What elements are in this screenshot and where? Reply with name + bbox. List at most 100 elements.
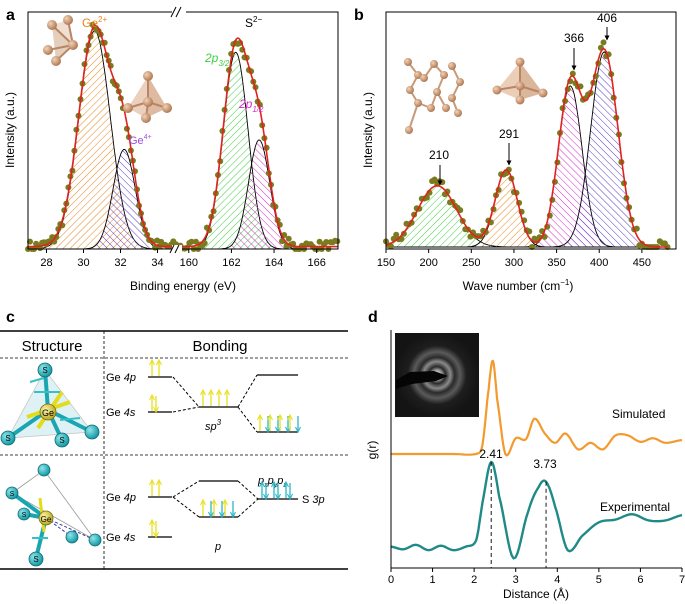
- electron-up-arrowhead: [208, 388, 214, 396]
- electron-up-arrowhead: [277, 413, 283, 421]
- svg-text:Ge: Ge: [41, 515, 52, 524]
- electron-up-arrowhead: [222, 498, 228, 506]
- annotation-s2minus: S2−: [245, 15, 262, 30]
- x-tick-label: 7: [679, 574, 685, 586]
- data-point: [600, 39, 607, 46]
- electron-up-arrowhead: [200, 388, 206, 396]
- annotation-ge2plus: Ge2+: [82, 15, 107, 30]
- x-tick-label: 300: [505, 257, 523, 269]
- s-3p-label: S 3p: [302, 494, 325, 506]
- electron-up-arrowhead: [149, 358, 155, 366]
- panel-c-label: c: [6, 309, 15, 326]
- electron-up-arrowhead: [216, 388, 222, 396]
- electron-up-arrowhead: [271, 480, 277, 488]
- fit-envelope: [176, 37, 338, 248]
- x-tick-label: 200: [419, 257, 437, 269]
- electron-down-arrowhead: [208, 511, 214, 519]
- electron-up-arrowhead: [149, 518, 155, 526]
- panel-d-xlabel: Distance (Å): [503, 586, 569, 601]
- data-point: [444, 188, 451, 195]
- svg-text:366: 366: [564, 31, 584, 45]
- svg-text:S: S: [59, 436, 64, 445]
- panel-a-label: a: [6, 7, 15, 24]
- electron-down-arrowhead: [230, 511, 236, 519]
- x-tick-label: 164: [265, 257, 283, 269]
- electron-up-arrowhead: [149, 393, 155, 401]
- x-tick-label: 30: [77, 257, 89, 269]
- peak-component-2p1/2: [176, 139, 338, 250]
- sp3-label: sp3: [205, 418, 222, 433]
- electron-down-arrowhead: [153, 406, 159, 414]
- panel-b-x-ticks: 150 200 250 300 350 400 450: [377, 249, 651, 269]
- panel-b-xlabel: Wave number (cm−1): [463, 278, 574, 293]
- x-tick-label: 5: [596, 574, 602, 586]
- data-point: [285, 235, 292, 242]
- electron-up-arrowhead: [156, 478, 162, 486]
- data-point: [569, 70, 576, 77]
- data-point: [393, 231, 400, 238]
- x-tick-label: 400: [590, 257, 608, 269]
- ge-tetrahedron-structure-icon: [492, 57, 548, 105]
- peak-component-Ge2+: [28, 30, 176, 250]
- data-point: [526, 228, 533, 235]
- sp3-bonding-diagram: Ge 4p Ge 4s sp3: [106, 358, 301, 434]
- panel-d-plot: [390, 359, 683, 568]
- electron-up-arrowhead: [287, 413, 293, 421]
- x-tick-label: 34: [151, 257, 163, 269]
- panel-c: c Structure Bonding Ge S S: [0, 309, 348, 570]
- x-tick-label: 160: [180, 257, 198, 269]
- p-label: p: [214, 541, 221, 553]
- x-tick-label: 2: [471, 574, 477, 586]
- electron-down-arrowhead: [275, 493, 281, 501]
- x-tick-label: 6: [637, 574, 643, 586]
- simulated-legend: Simulated: [612, 407, 665, 421]
- ge-4s-label-2: Ge 4s: [106, 532, 136, 544]
- ge-4p-label-2: Ge 4p: [106, 492, 136, 504]
- simulated-curve: [391, 359, 683, 457]
- panel-b-plot: [383, 39, 671, 250]
- electron-down-arrowhead: [295, 426, 301, 434]
- svg-text:Ge: Ge: [42, 408, 54, 418]
- electron-down-arrowhead: [263, 493, 269, 501]
- ge-4s-label: Ge 4s: [106, 407, 136, 419]
- peak-annotation-3-73: 3.73: [533, 457, 557, 471]
- fit-envelope: [385, 47, 668, 248]
- panel-a-break-mark: [175, 6, 182, 18]
- electron-up-arrowhead: [257, 413, 263, 421]
- svg-text:S: S: [42, 366, 47, 375]
- panel-a-x-ticks: 28 30 32 34 160 162 164 166: [40, 249, 326, 269]
- electron-up-arrowhead: [267, 413, 273, 421]
- svg-text:S: S: [10, 491, 15, 498]
- x-tick-label: 250: [462, 257, 480, 269]
- electron-up-arrowhead: [149, 478, 155, 486]
- col-header-bonding: Bonding: [192, 338, 247, 355]
- x-tick-label: 32: [114, 257, 126, 269]
- data-point: [334, 238, 341, 245]
- panel-d-label: d: [368, 309, 378, 326]
- peak-label-210: 210: [429, 148, 449, 186]
- svg-text:S: S: [22, 512, 27, 519]
- beam-stopper: [396, 371, 448, 389]
- peak-annotation-2-41: 2.41: [479, 447, 503, 461]
- ges4-tetrahedron-icon: Ge S S S: [0, 362, 100, 448]
- peak-label-406: 406: [597, 11, 617, 41]
- ge-4p-label: Ge 4p: [106, 372, 136, 384]
- ge-chain-structure-icon: [404, 58, 464, 134]
- data-point: [431, 176, 438, 183]
- experimental-curve: [390, 460, 683, 560]
- x-tick-label: 1: [430, 574, 436, 586]
- electron-down-arrowhead: [219, 511, 225, 519]
- electron-up-arrowhead: [156, 358, 162, 366]
- x-tick-label: 450: [633, 257, 651, 269]
- x-tick-label: 3: [513, 574, 519, 586]
- x-tick-label: 350: [547, 257, 565, 269]
- panel-d-x-ticks: 0 1 2 3 4 5 6 7: [388, 568, 685, 586]
- svg-text:406: 406: [597, 11, 617, 25]
- p-bonding-diagram: Ge 4p Ge 4s p pxpypz S 3p: [106, 475, 325, 553]
- annotation-2p12: 2p1/2: [238, 97, 264, 114]
- svg-text:S: S: [33, 555, 38, 564]
- panel-a-break-mark: [174, 244, 180, 254]
- data-point: [457, 207, 464, 214]
- electron-down-arrowhead: [287, 493, 293, 501]
- x-tick-label: 166: [308, 257, 326, 269]
